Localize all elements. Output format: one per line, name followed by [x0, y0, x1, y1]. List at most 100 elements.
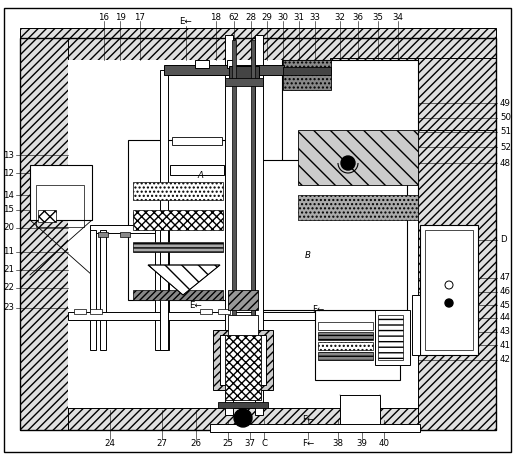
Text: 23: 23 [3, 303, 14, 313]
Bar [262, 160, 407, 310]
Bar [225, 335, 261, 400]
Circle shape [341, 156, 355, 170]
Bar [164, 65, 284, 75]
Bar [68, 312, 358, 320]
Bar [74, 309, 86, 314]
Text: B: B [305, 251, 311, 259]
Bar [90, 230, 96, 350]
Bar [227, 60, 235, 68]
Bar [133, 242, 223, 252]
Text: 33: 33 [310, 12, 320, 22]
Bar [68, 60, 418, 408]
Bar [225, 35, 233, 415]
Text: 50: 50 [500, 113, 511, 123]
Bar [210, 424, 420, 432]
Text: A: A [197, 170, 203, 179]
Text: 30: 30 [278, 12, 288, 22]
Text: E←: E← [180, 17, 193, 27]
Bar [218, 402, 268, 408]
Bar [220, 335, 266, 385]
Bar [425, 230, 473, 350]
Bar [218, 309, 230, 314]
Text: 29: 29 [262, 12, 272, 22]
Polygon shape [148, 265, 220, 295]
Bar [128, 140, 228, 300]
Text: 20: 20 [3, 224, 14, 233]
Text: 40: 40 [379, 438, 389, 448]
Bar [282, 60, 418, 210]
Text: 11: 11 [3, 247, 14, 257]
Bar [133, 210, 223, 230]
Bar [228, 315, 258, 335]
Bar [378, 315, 403, 360]
Bar [90, 225, 168, 233]
Bar [229, 66, 259, 80]
Bar [225, 78, 263, 86]
Bar [283, 60, 331, 90]
Bar [98, 232, 108, 237]
Text: 17: 17 [134, 12, 146, 22]
Text: 21: 21 [3, 265, 14, 274]
Bar [340, 395, 380, 425]
Text: 37: 37 [245, 438, 255, 448]
Text: 15: 15 [3, 206, 14, 214]
Text: 41: 41 [500, 341, 511, 349]
Text: 31: 31 [294, 12, 304, 22]
Bar [298, 130, 418, 185]
Bar [30, 165, 92, 220]
Bar [133, 182, 223, 200]
Text: 25: 25 [222, 438, 233, 448]
Bar [200, 309, 212, 314]
Bar [155, 230, 161, 350]
Text: 18: 18 [211, 12, 221, 22]
Text: 46: 46 [500, 287, 511, 297]
Bar [20, 38, 68, 430]
Text: 42: 42 [500, 356, 511, 364]
Text: 39: 39 [356, 438, 367, 448]
Bar [330, 58, 418, 130]
Bar [100, 230, 106, 350]
Text: 48: 48 [500, 158, 511, 168]
Text: 52: 52 [500, 142, 511, 151]
Bar [418, 130, 496, 430]
Bar [36, 185, 84, 227]
Bar [255, 35, 263, 415]
Bar [283, 67, 331, 75]
Bar [420, 225, 478, 355]
Text: 44: 44 [500, 313, 511, 323]
Circle shape [445, 281, 453, 289]
Bar [133, 212, 223, 220]
Text: 26: 26 [191, 438, 201, 448]
Text: 19: 19 [114, 12, 126, 22]
Bar [20, 408, 496, 430]
Bar [298, 195, 418, 220]
Bar [318, 322, 373, 330]
Text: F←: F← [312, 306, 324, 314]
Text: 34: 34 [392, 12, 403, 22]
Bar [163, 230, 169, 350]
Bar [318, 342, 373, 350]
Bar [315, 310, 400, 380]
Bar [164, 75, 228, 175]
Bar [418, 58, 496, 130]
Bar [160, 70, 168, 350]
Bar [120, 232, 130, 237]
Bar [20, 38, 496, 430]
Bar [412, 295, 420, 355]
Text: 27: 27 [157, 438, 167, 448]
Circle shape [234, 409, 252, 427]
Bar [375, 310, 410, 365]
Text: 12: 12 [3, 168, 14, 178]
Text: 38: 38 [333, 438, 344, 448]
Text: 14: 14 [3, 190, 14, 200]
Text: E←: E← [188, 301, 201, 309]
Text: F←: F← [302, 438, 314, 448]
Bar [318, 352, 373, 360]
Bar [38, 210, 56, 222]
Bar [251, 40, 255, 400]
Text: C: C [261, 438, 267, 448]
Text: 32: 32 [335, 12, 346, 22]
Text: 35: 35 [372, 12, 384, 22]
Text: 24: 24 [105, 438, 115, 448]
Text: D: D [500, 235, 507, 245]
